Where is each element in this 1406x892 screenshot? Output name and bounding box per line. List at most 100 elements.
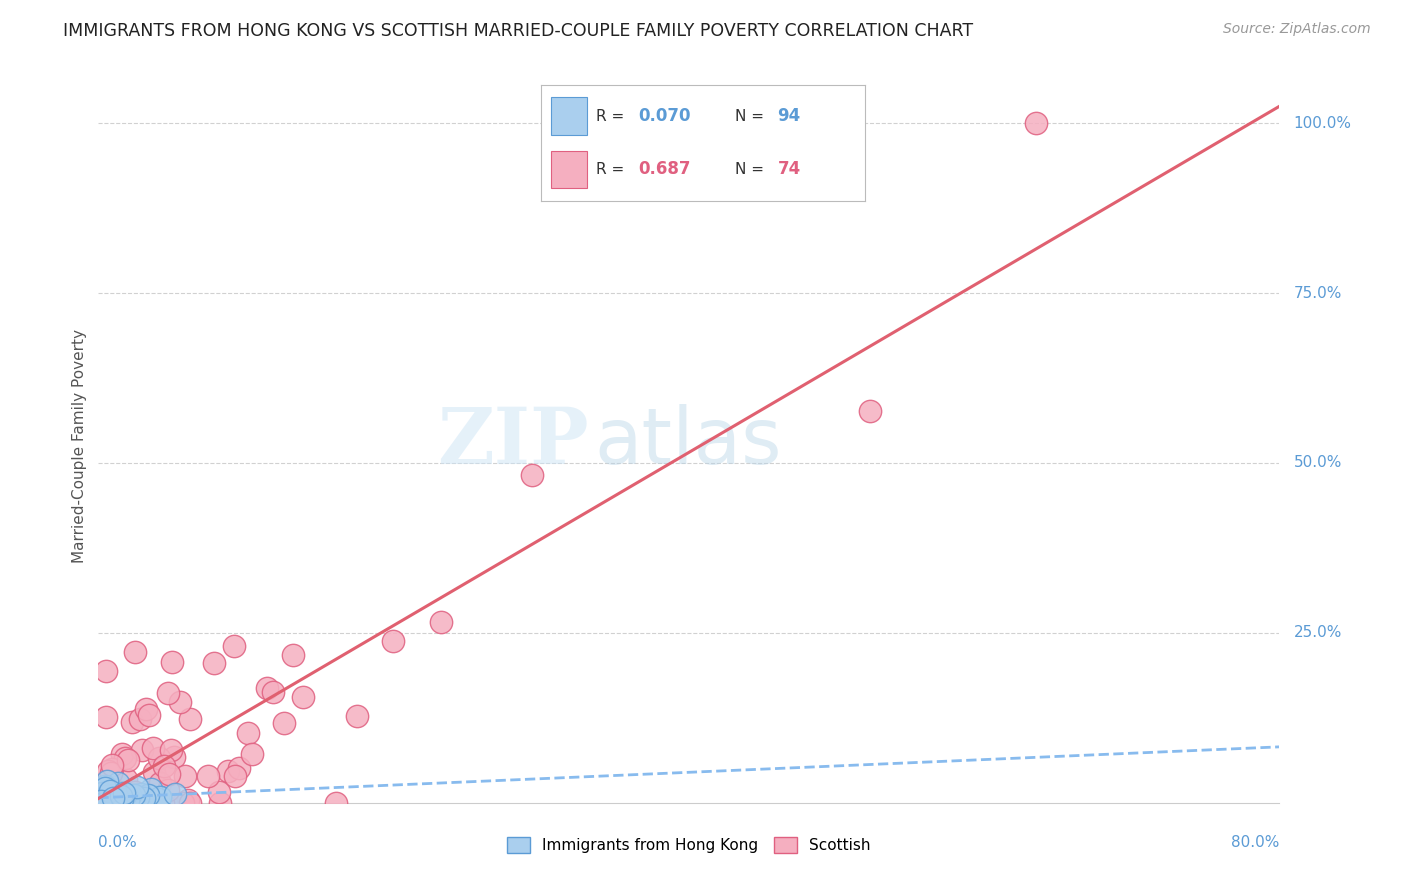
Point <box>256 681 278 696</box>
Point <box>89 795 111 809</box>
Point <box>100 783 122 797</box>
Text: 75.0%: 75.0% <box>1294 285 1341 301</box>
Point <box>90 795 112 809</box>
Point <box>228 761 250 775</box>
Point <box>94 781 117 796</box>
Point <box>101 790 124 805</box>
Point <box>172 796 194 810</box>
Point <box>522 467 544 482</box>
Point <box>157 686 180 700</box>
Text: 0.0%: 0.0% <box>98 835 138 850</box>
Point <box>94 795 117 809</box>
Point <box>91 789 114 803</box>
Point <box>90 794 112 808</box>
Point <box>89 783 111 797</box>
Point <box>104 793 127 807</box>
Point <box>160 743 183 757</box>
Point <box>110 790 132 805</box>
Point <box>197 769 219 783</box>
Point <box>217 764 239 778</box>
Y-axis label: Married-Couple Family Poverty: Married-Couple Family Poverty <box>72 329 87 563</box>
Point <box>138 708 160 723</box>
Point <box>179 712 201 726</box>
Point <box>104 792 127 806</box>
Point <box>118 788 141 802</box>
Point <box>96 791 118 805</box>
Point <box>135 702 157 716</box>
Text: 94: 94 <box>778 107 800 125</box>
Text: 100.0%: 100.0% <box>1294 116 1351 131</box>
Point <box>110 789 132 804</box>
Point <box>139 782 162 797</box>
Point <box>91 787 114 801</box>
Point <box>94 779 117 793</box>
Point <box>104 794 127 808</box>
Point <box>105 784 128 798</box>
Point <box>94 710 117 724</box>
Point <box>89 796 111 810</box>
Point <box>162 655 184 669</box>
Point <box>90 793 112 807</box>
Point <box>93 794 115 808</box>
Point <box>129 796 152 810</box>
Point <box>122 789 145 803</box>
Point <box>117 793 139 807</box>
Point <box>208 796 231 810</box>
Point <box>104 789 127 804</box>
Point <box>90 796 112 810</box>
Point <box>97 781 120 796</box>
Point <box>262 685 284 699</box>
Text: 0.070: 0.070 <box>638 107 690 125</box>
Point <box>96 794 118 808</box>
Point <box>100 766 122 780</box>
Point <box>114 789 136 803</box>
Point <box>93 793 115 807</box>
Point <box>202 656 225 670</box>
Point <box>101 762 124 776</box>
Point <box>89 787 111 801</box>
Point <box>142 741 165 756</box>
Point <box>94 796 117 810</box>
Point <box>224 640 246 654</box>
Point <box>104 796 127 810</box>
Point <box>163 750 186 764</box>
Point <box>169 695 191 709</box>
Point <box>96 773 118 788</box>
Point <box>149 790 172 805</box>
Text: atlas: atlas <box>595 404 782 481</box>
Text: 74: 74 <box>778 161 800 178</box>
Point <box>103 795 125 809</box>
Point <box>174 769 197 783</box>
Point <box>141 789 163 803</box>
Point <box>208 785 231 799</box>
Bar <box>551 151 586 188</box>
Point <box>236 725 259 739</box>
Point <box>110 789 132 803</box>
Point <box>89 783 111 797</box>
Point <box>141 796 163 810</box>
Point <box>240 747 263 762</box>
Point <box>94 794 117 808</box>
Point <box>89 794 111 808</box>
Point <box>94 796 117 810</box>
Point <box>129 787 152 801</box>
Point <box>97 793 120 807</box>
Point <box>105 794 128 808</box>
Point <box>292 690 315 704</box>
Point <box>141 796 163 810</box>
Point <box>153 759 176 773</box>
Point <box>114 794 136 808</box>
Point <box>94 792 117 806</box>
Point <box>146 796 169 810</box>
Point <box>125 796 148 810</box>
Point <box>146 792 169 806</box>
Text: Source: ZipAtlas.com: Source: ZipAtlas.com <box>1223 22 1371 37</box>
Point <box>89 792 111 806</box>
Point <box>90 785 112 799</box>
Point <box>1025 116 1047 130</box>
Point <box>156 783 179 797</box>
Point <box>273 715 295 730</box>
Point <box>94 789 117 804</box>
Point <box>89 794 111 808</box>
Point <box>125 780 148 794</box>
